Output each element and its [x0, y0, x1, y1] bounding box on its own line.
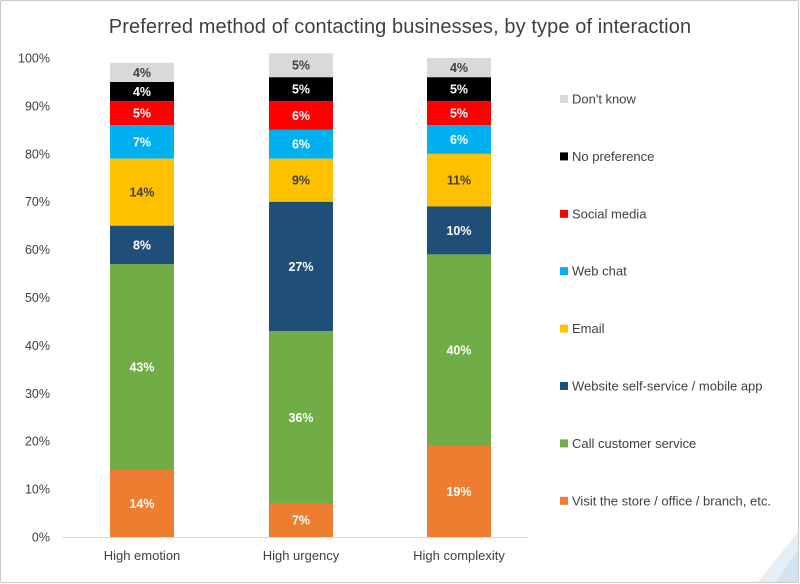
y-tick-label: 80% [25, 147, 50, 161]
x-tick-label: High emotion [104, 548, 181, 563]
bar-segment [110, 62, 174, 82]
data-label: 7% [133, 135, 151, 149]
data-label: 11% [447, 174, 471, 188]
data-label: 5% [450, 83, 468, 97]
legend-label: Call customer service [572, 436, 696, 451]
legend-label: No preference [572, 149, 654, 164]
data-label: 14% [129, 186, 154, 200]
bar-segment [427, 254, 491, 446]
y-tick-label: 70% [25, 195, 50, 209]
bar-segment [269, 129, 333, 159]
bar-segment [427, 206, 491, 255]
x-tick-label: High complexity [413, 548, 505, 563]
data-label: 43% [129, 360, 154, 374]
data-label: 9% [292, 174, 310, 188]
data-label: 4% [133, 85, 151, 99]
data-label: 8% [133, 238, 151, 252]
bar-segment [427, 58, 491, 78]
legend-label: Don't know [572, 92, 637, 107]
data-label: 27% [288, 260, 313, 274]
bar-segment [269, 158, 333, 202]
data-label: 4% [133, 66, 151, 80]
legend-swatch [560, 152, 568, 161]
corner-decoration [758, 532, 798, 582]
data-label: 36% [288, 411, 313, 425]
bar-segment [269, 53, 333, 78]
bar-segment [110, 469, 174, 537]
bar-segment [110, 101, 174, 126]
data-label: 10% [446, 224, 471, 238]
y-tick-label: 30% [25, 387, 50, 401]
bar-segment [427, 153, 491, 207]
bar-segment [269, 503, 333, 537]
legend-swatch [560, 496, 568, 505]
data-label: 5% [292, 59, 310, 73]
data-label: 14% [129, 497, 154, 511]
data-label: 6% [292, 109, 310, 123]
y-tick-label: 40% [25, 339, 50, 353]
legend-swatch [560, 209, 568, 218]
bar-segment [110, 263, 174, 470]
legend-label: Social media [572, 206, 647, 221]
data-label: 6% [450, 133, 468, 147]
data-label: 6% [292, 138, 310, 152]
chart-title: Preferred method of contacting businesse… [108, 16, 692, 38]
y-tick-label: 20% [25, 435, 50, 449]
bar-segment [427, 77, 491, 102]
y-tick-label: 0% [32, 531, 50, 545]
legend-swatch [560, 324, 568, 333]
x-tick-label: High urgency [263, 548, 340, 563]
bar-segment [269, 331, 333, 504]
data-label: 7% [292, 514, 310, 528]
bar-segment [110, 158, 174, 226]
y-tick-label: 60% [25, 243, 50, 257]
data-label: 19% [446, 485, 471, 499]
data-label: 5% [133, 107, 151, 121]
legend-label: Web chat [572, 264, 627, 279]
legend-swatch [560, 95, 568, 103]
bar-segment [269, 77, 333, 102]
bar-segment [427, 445, 491, 537]
bar-segment [110, 125, 174, 159]
data-label: 5% [292, 83, 310, 97]
bar-segment [269, 201, 333, 332]
legend-swatch [560, 267, 568, 276]
y-tick-label: 50% [25, 291, 50, 305]
legend-swatch [560, 439, 568, 448]
legend-label: Email [572, 321, 605, 336]
bar-segment [110, 225, 174, 264]
bar-segment [427, 101, 491, 126]
bar-segment [427, 125, 491, 154]
legend-label: Website self-service / mobile app [572, 379, 763, 394]
y-tick-label: 90% [25, 99, 50, 113]
y-tick-label: 100% [18, 52, 50, 66]
bar-segment [269, 101, 333, 130]
legend-label: Visit the store / office / branch, etc. [572, 493, 771, 508]
data-label: 40% [446, 344, 471, 358]
data-label: 5% [450, 107, 468, 121]
legend-swatch [560, 382, 568, 390]
y-tick-label: 10% [25, 483, 50, 497]
bar-segment [110, 81, 174, 102]
data-label: 4% [450, 61, 468, 75]
